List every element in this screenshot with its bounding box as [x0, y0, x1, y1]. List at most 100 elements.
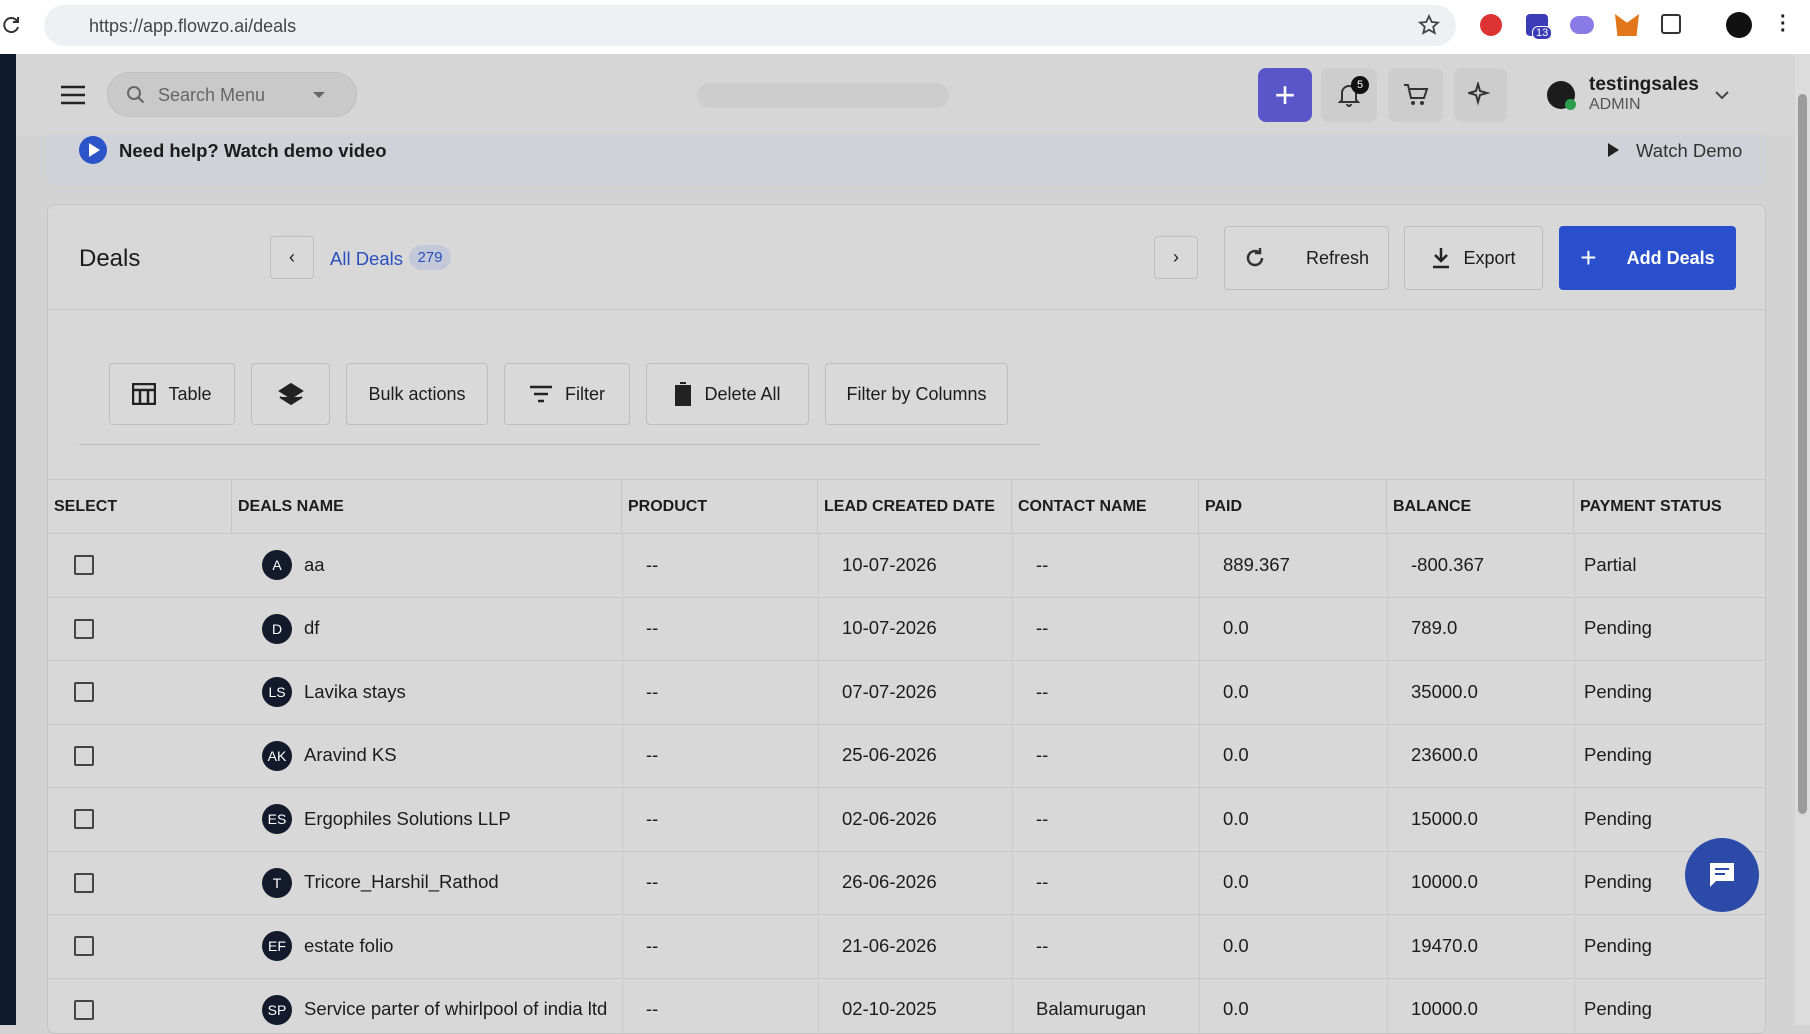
row-checkbox[interactable]	[74, 746, 94, 766]
col-divider	[1387, 914, 1388, 978]
col-divider	[622, 787, 623, 851]
deals-count: 279	[409, 245, 451, 270]
col-divider	[1012, 660, 1013, 724]
watch-demo-link[interactable]: Watch Demo	[1636, 140, 1742, 162]
deal-name[interactable]: Ergophiles Solutions LLP	[304, 787, 511, 851]
filter-icon	[529, 385, 553, 403]
extension-badge: 13	[1532, 26, 1552, 40]
filter-columns-button[interactable]: Filter by Columns	[825, 363, 1008, 425]
user-name: testingsales	[1589, 74, 1699, 96]
cart-button[interactable]	[1388, 68, 1443, 122]
cell-balance: -800.367	[1411, 533, 1484, 597]
column-header: CONTACT NAME	[1012, 480, 1199, 533]
play-icon[interactable]	[79, 136, 107, 164]
add-deals-button[interactable]: +Add Deals	[1559, 226, 1736, 290]
cell-paid: 0.0	[1223, 787, 1249, 851]
button-label: Refresh	[1306, 248, 1369, 269]
col-divider	[1574, 533, 1575, 597]
prev-view-button[interactable]: ‹	[270, 236, 314, 279]
cell-contact: Balamurugan	[1036, 978, 1146, 1034]
col-divider	[818, 660, 819, 724]
notifications-button[interactable]: 5	[1321, 68, 1377, 122]
col-divider	[1387, 787, 1388, 851]
col-divider	[622, 660, 623, 724]
cell-status: Pending	[1584, 978, 1652, 1034]
row-checkbox[interactable]	[74, 809, 94, 829]
row-checkbox[interactable]	[74, 619, 94, 639]
view-name[interactable]: All Deals	[330, 248, 403, 270]
sparkle-icon	[1468, 82, 1494, 108]
search-menu[interactable]: Search Menu	[107, 72, 357, 117]
help-banner: Need help? Watch demo video Watch Demo	[46, 135, 1766, 185]
deal-name[interactable]: Tricore_Harshil_Rathod	[304, 851, 499, 915]
extensions-icon[interactable]	[1661, 14, 1681, 34]
cell-date: 07-07-2026	[842, 660, 937, 724]
extension-icon[interactable]	[1615, 14, 1639, 36]
col-divider	[1012, 914, 1013, 978]
chat-button[interactable]	[1685, 838, 1759, 912]
cell-paid: 0.0	[1223, 724, 1249, 788]
notification-badge: 5	[1351, 76, 1369, 94]
cell-status: Pending	[1584, 660, 1652, 724]
scroll-thumb[interactable]	[1798, 94, 1807, 814]
col-divider	[1199, 978, 1200, 1034]
toolbar-divider	[79, 444, 1040, 445]
star-icon[interactable]	[1418, 14, 1440, 36]
cell-status: Pending	[1584, 851, 1652, 915]
cell-product: --	[646, 660, 658, 724]
cell-product: --	[646, 914, 658, 978]
filter-button[interactable]: Filter	[504, 363, 630, 425]
cell-contact: --	[1036, 914, 1048, 978]
deal-name[interactable]: aa	[304, 533, 325, 597]
menu-icon[interactable]: ···	[1780, 14, 1787, 35]
col-divider	[1199, 724, 1200, 788]
export-button[interactable]: Export	[1404, 226, 1543, 290]
hamburger-icon[interactable]	[60, 84, 86, 106]
extension-icon[interactable]	[1570, 16, 1594, 34]
deal-name[interactable]: Aravind KS	[304, 724, 397, 788]
button-label: Filter by Columns	[846, 384, 986, 405]
bulk-actions-button[interactable]: Bulk actions	[346, 363, 488, 425]
profile-avatar[interactable]	[1726, 12, 1752, 38]
cell-date: 21-06-2026	[842, 914, 937, 978]
col-divider	[1012, 787, 1013, 851]
cell-contact: --	[1036, 533, 1048, 597]
deals-card: Deals ‹ All Deals 279 › Refresh Export +…	[47, 204, 1766, 1034]
ai-button[interactable]	[1454, 68, 1507, 122]
user-chevron[interactable]	[1714, 89, 1730, 101]
table-view-button[interactable]: Table	[109, 363, 235, 425]
deal-name[interactable]: df	[304, 597, 319, 661]
col-divider	[818, 787, 819, 851]
address-bar[interactable]: https://app.flowzo.ai/deals	[44, 5, 1456, 46]
row-checkbox[interactable]	[74, 1000, 94, 1020]
row-checkbox[interactable]	[74, 555, 94, 575]
col-divider	[1574, 787, 1575, 851]
next-view-button[interactable]: ›	[1154, 236, 1198, 279]
online-dot	[1565, 99, 1576, 110]
cell-status: Pending	[1584, 914, 1652, 978]
cell-contact: --	[1036, 724, 1048, 788]
col-divider	[622, 597, 623, 661]
refresh-button[interactable]: Refresh	[1224, 226, 1389, 290]
layers-icon	[278, 382, 304, 406]
deal-name[interactable]: Service parter of whirlpool of india ltd	[304, 978, 607, 1034]
user-avatar[interactable]	[1547, 81, 1575, 109]
row-checkbox[interactable]	[74, 682, 94, 702]
col-divider	[622, 978, 623, 1034]
reload-icon[interactable]	[2, 15, 22, 35]
deal-name[interactable]: estate folio	[304, 914, 393, 978]
deal-name[interactable]: Lavika stays	[304, 660, 406, 724]
cell-product: --	[646, 787, 658, 851]
refresh-icon	[1244, 247, 1266, 269]
cell-date: 02-06-2026	[842, 787, 937, 851]
extension-icon[interactable]	[1480, 14, 1502, 36]
delete-all-button[interactable]: Delete All	[646, 363, 809, 425]
row-checkbox[interactable]	[74, 936, 94, 956]
cell-contact: --	[1036, 851, 1048, 915]
col-divider	[1574, 914, 1575, 978]
quick-add-button[interactable]: +	[1258, 68, 1312, 122]
row-checkbox[interactable]	[74, 873, 94, 893]
user-role: ADMIN	[1589, 96, 1641, 114]
cell-status: Partial	[1584, 533, 1636, 597]
layers-button[interactable]	[251, 363, 330, 425]
